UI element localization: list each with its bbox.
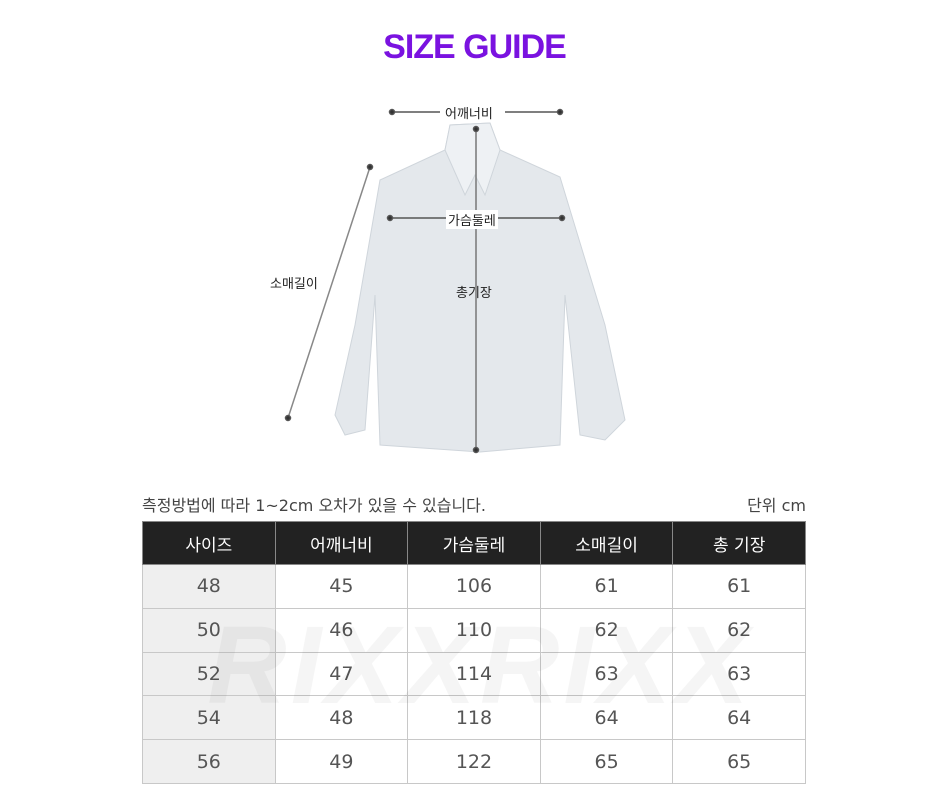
- header-sleeve: 소매길이: [539, 521, 674, 565]
- table-cell: 46: [274, 607, 409, 653]
- table-cell: 61: [672, 564, 806, 609]
- table-cell: 64: [539, 695, 674, 741]
- table-cell: 122: [407, 739, 541, 784]
- table-cell: 110: [407, 607, 541, 653]
- table-cell: 63: [672, 651, 806, 697]
- table-cell: 50: [142, 607, 276, 653]
- header-size: 사이즈: [142, 521, 276, 565]
- table-cell: 61: [539, 564, 674, 609]
- table-cell: 56: [142, 739, 276, 784]
- table-cell: 52: [142, 651, 276, 697]
- measurement-note: 측정방법에 따라 1~2cm 오차가 있을 수 있습니다.: [142, 496, 486, 515]
- table-cell: 65: [539, 739, 674, 784]
- page-title: SIZE GUIDE: [383, 28, 567, 66]
- table-cell: 65: [672, 739, 806, 784]
- table-cell: 49: [274, 739, 409, 784]
- length-label: 총기장: [456, 286, 492, 301]
- table-cell: 114: [407, 651, 541, 697]
- table-cell: 62: [539, 607, 674, 653]
- table-cell: 118: [407, 695, 541, 741]
- table-row: 52 47 114 63 63: [142, 651, 806, 697]
- table-cell: 106: [407, 564, 541, 609]
- table-cell: 48: [274, 695, 409, 741]
- header-length: 총 기장: [672, 521, 806, 565]
- table-cell: 54: [142, 695, 276, 741]
- table-row: 56 49 122 65 65: [142, 739, 806, 784]
- table-cell: 62: [672, 607, 806, 653]
- chest-label: 가슴둘레: [446, 210, 498, 229]
- table-header-row: 사이즈 어깨너비 가슴둘레 소매길이 총 기장: [142, 521, 806, 565]
- unit-label: 단위 cm: [747, 496, 806, 515]
- header-shoulder: 어깨너비: [274, 521, 409, 565]
- table-cell: 63: [539, 651, 674, 697]
- shirt-illustration: [334, 122, 626, 453]
- table-row: 54 48 118 64 64: [142, 695, 806, 741]
- sleeve-line: [287, 166, 371, 419]
- header-chest: 가슴둘레: [407, 521, 541, 565]
- shirt-diagram: [284, 108, 626, 454]
- table-cell: 48: [142, 564, 276, 609]
- size-table: 사이즈 어깨너비 가슴둘레 소매길이 총 기장 48 45 106 61 61 50 46 1…: [142, 521, 806, 784]
- sleeve-label: 소매길이: [270, 277, 318, 292]
- table-row: 48 45 106 61 61: [142, 564, 806, 609]
- table-row: 50 46 110 62 62: [142, 607, 806, 653]
- shoulder-label: 어깨너비: [443, 103, 495, 122]
- table-cell: 47: [274, 651, 409, 697]
- table-cell: 45: [274, 564, 409, 609]
- table-cell: 64: [672, 695, 806, 741]
